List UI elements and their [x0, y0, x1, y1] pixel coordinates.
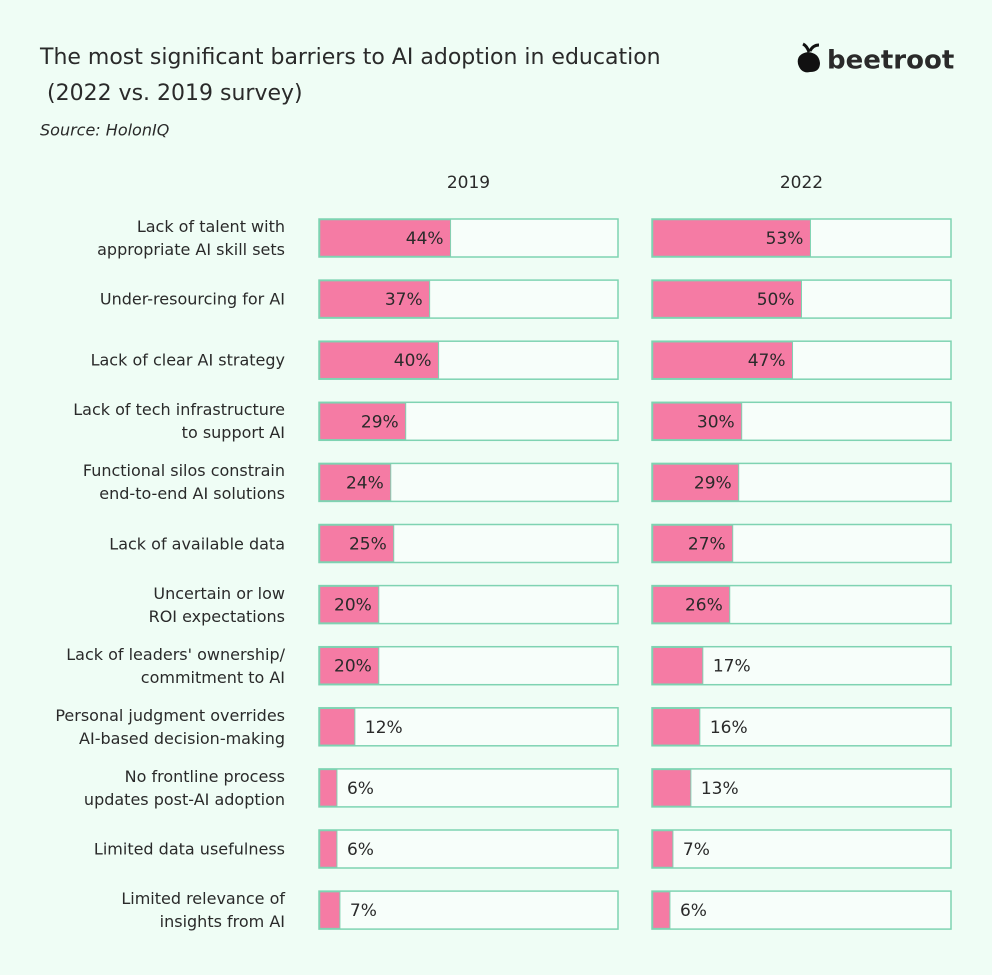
logo: beetroot	[797, 42, 954, 76]
bar-track	[651, 707, 952, 747]
bar-track	[651, 768, 952, 808]
bar	[652, 402, 743, 441]
category-label: Under-resourcing for AI	[99, 289, 285, 309]
bar	[319, 830, 338, 868]
value-label: 30%	[697, 412, 735, 432]
bar	[319, 891, 341, 929]
bar	[652, 341, 794, 379]
bar	[652, 524, 734, 563]
category-label: Uncertain or low ROI expectations	[148, 583, 285, 626]
value-label: 37%	[385, 290, 423, 310]
category-label: Lack of clear AI strategy	[90, 350, 285, 370]
category-label: Lack of leaders' ownership/ commitment t…	[66, 644, 285, 687]
bar	[319, 769, 338, 807]
bar	[652, 585, 731, 624]
bar	[652, 891, 671, 929]
bar	[319, 219, 452, 257]
legend-label: 2019	[447, 173, 490, 193]
bar	[319, 646, 380, 685]
logo-icon	[797, 52, 820, 73]
value-label: 13%	[701, 779, 739, 799]
category-label: Personal judgment overrides AI-based dec…	[55, 705, 285, 748]
bar	[652, 463, 740, 502]
bar	[652, 830, 674, 868]
category-label: Functional silos constrain end-to-end AI…	[82, 461, 285, 504]
value-label: 12%	[365, 718, 403, 738]
bar	[319, 280, 431, 318]
category-label: Lack of tech infrastructure to support A…	[73, 400, 285, 443]
value-label: 20%	[334, 596, 372, 616]
bar	[319, 463, 392, 502]
bar	[319, 524, 395, 563]
value-label: 24%	[346, 473, 384, 493]
logo-leaf	[802, 42, 820, 53]
bar	[652, 219, 811, 257]
value-label: 17%	[713, 657, 751, 677]
value-label: 6%	[347, 779, 374, 799]
category-label: Lack of available data	[109, 534, 285, 553]
value-label: 27%	[688, 535, 726, 555]
bar-track	[318, 890, 619, 930]
value-label: 29%	[694, 473, 732, 493]
value-label: 7%	[683, 840, 710, 860]
bar-track	[651, 890, 952, 930]
bar-track	[651, 829, 952, 869]
value-label: 16%	[710, 718, 748, 738]
chart-subtitle: Source: HolonIQ	[40, 121, 169, 140]
bar-track	[318, 768, 619, 808]
value-label: 47%	[748, 351, 786, 371]
bar	[652, 708, 701, 746]
value-label: 25%	[349, 535, 387, 555]
category-label: Lack of talent with appropriate AI skill…	[97, 217, 285, 259]
bar	[652, 646, 704, 685]
value-label: 44%	[406, 229, 444, 249]
bar	[652, 769, 692, 807]
value-label: 29%	[361, 412, 399, 432]
logo-text: beetroot	[827, 46, 954, 76]
category-label: Limited relevance of insights from AI	[121, 889, 285, 932]
legend-label: 2022	[780, 173, 823, 193]
value-label: 6%	[680, 901, 707, 921]
value-label: 7%	[350, 901, 377, 921]
bar	[652, 280, 802, 318]
bar	[319, 585, 380, 624]
value-label: 20%	[334, 657, 372, 677]
value-label: 53%	[766, 229, 804, 249]
chart-title: The most significant barriers to AI adop…	[39, 45, 661, 106]
category-label: Limited data usefulness	[93, 839, 285, 859]
value-label: 50%	[757, 290, 795, 310]
bar-track	[318, 707, 619, 747]
bar	[319, 341, 440, 379]
category-label: No frontline process updates post-AI ado…	[83, 766, 285, 809]
value-label: 6%	[347, 840, 374, 860]
value-label: 40%	[394, 351, 432, 371]
bar	[319, 708, 356, 746]
bar-track	[318, 829, 619, 869]
bar	[319, 402, 407, 441]
value-label: 26%	[685, 596, 723, 616]
